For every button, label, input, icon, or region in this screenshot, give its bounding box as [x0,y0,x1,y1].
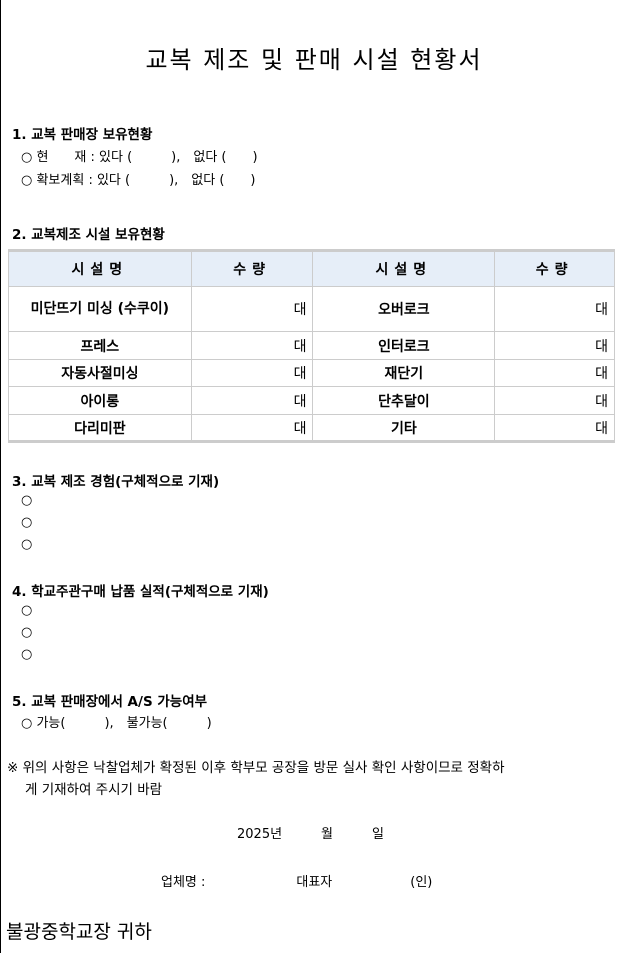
section-2-heading: 2. 교복제조 시설 보유현황 [12,227,165,243]
facility-name-cell: 인터로크 [312,331,496,360]
facility-name-cell: 다리미판 [8,414,192,442]
bullet: ○ [21,603,33,618]
facility-name-cell: 재단기 [312,359,496,387]
note-line-1: ※ 위의 사항은 낙찰업체가 확정된 이후 학부모 공장을 방문 실사 확인 사… [7,760,505,776]
facility-name-cell: 기타 [312,414,496,442]
col-header: 시설명 [312,250,496,287]
quantity-cell: 대 [190,414,314,442]
quantity-cell: 대 [494,414,615,442]
table-row: 프레스 대 인터로크 대 [8,331,615,360]
as-availability-line: ○ 가능( ), 불가능( ) [21,716,212,731]
col-header: 수량 [190,250,314,287]
facility-name-cell: 단추달이 [312,386,496,415]
date-line: 2025년 월 일 [237,827,384,842]
quantity-cell: 대 [190,359,314,387]
facility-name-cell: 아이롱 [8,386,192,415]
signature-line: 업체명 : 대표자 (인) [161,875,433,890]
table-row: 다리미판 대 기타 대 [8,414,615,442]
section-4-heading: 4. 학교주관구매 납품 실적(구체적으로 기재) [12,584,269,600]
col-header: 시설명 [8,250,192,287]
quantity-cell: 대 [494,359,615,387]
section-5-heading: 5. 교복 판매장에서 A/S 가능여부 [12,694,208,710]
note-line-2: 게 기재하여 주시기 바람 [25,782,163,798]
recipient: 불광중학교장 귀하 [6,921,152,943]
quantity-cell: 대 [494,286,615,332]
quantity-cell: 대 [494,331,615,360]
store-current-line: ○ 현 재 : 있다 ( ), 없다 ( ) [21,150,258,165]
quantity-cell: 대 [494,386,615,415]
bullet: ○ [21,515,33,530]
bullet: ○ [21,537,33,552]
section-1-heading: 1. 교복 판매장 보유현황 [12,127,153,143]
quantity-cell: 대 [190,331,314,360]
quantity-cell: 대 [190,286,314,332]
facility-name-cell: 프레스 [8,331,192,360]
table-row: 자동사절미싱 대 재단기 대 [8,359,615,387]
facility-name-cell: 오버로크 [312,286,496,332]
bullet: ○ [21,647,33,662]
page-title: 교복 제조 및 판매 시설 현황서 [145,46,483,74]
facility-table: 시설명 수량 시설명 수량 미단뜨기 미싱 (수쿠이) 대 오버로크 대 프레스 대 인터로… [8,249,615,443]
section-3-heading: 3. 교복 제조 경험(구체적으로 기재) [12,474,220,490]
facility-name-cell: 자동사절미싱 [8,359,192,387]
quantity-cell: 대 [190,386,314,415]
bullet: ○ [21,493,33,508]
table-row: 아이롱 대 단추달이 대 [8,386,615,415]
col-header: 수량 [494,250,615,287]
facility-name-cell: 미단뜨기 미싱 (수쿠이) [8,286,192,332]
table-row: 미단뜨기 미싱 (수쿠이) 대 오버로크 대 [8,286,615,332]
bullet: ○ [21,625,33,640]
store-plan-line: ○ 확보계획 : 있다 ( ), 없다 ( ) [21,173,256,188]
